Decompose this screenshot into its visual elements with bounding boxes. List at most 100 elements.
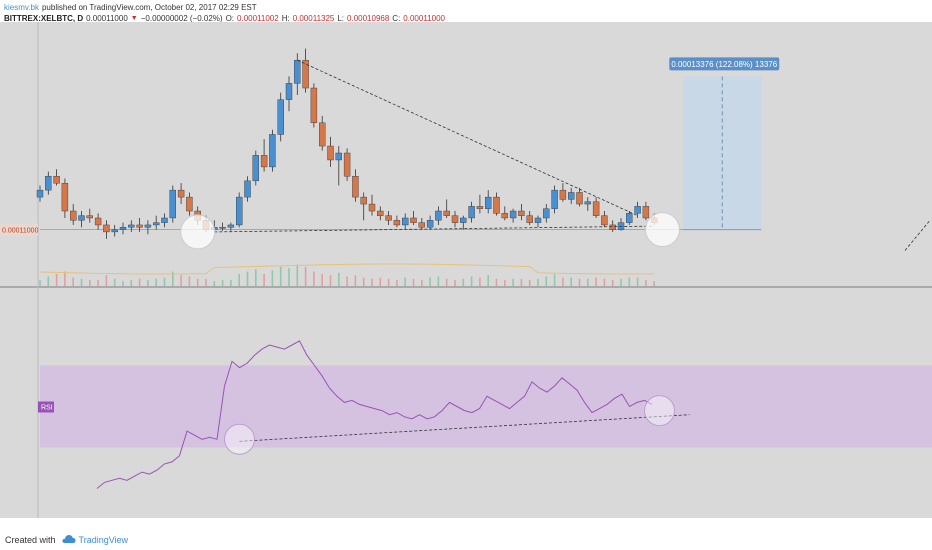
candle-body <box>161 217 168 223</box>
target-label-box <box>669 57 780 71</box>
candle <box>227 222 235 231</box>
candle <box>69 204 77 225</box>
price-pane-background <box>0 22 932 286</box>
volume-bar <box>205 278 207 286</box>
candle-body <box>61 182 69 212</box>
volume-bar <box>620 278 622 286</box>
volume-bar <box>89 280 91 286</box>
ohlc-line: BITTREX:XELBTC, D 0.00011000 ▼ −0.000000… <box>4 13 924 24</box>
candle-body <box>302 59 309 89</box>
candle-body <box>45 176 52 191</box>
candle <box>161 213 168 228</box>
candle-body <box>626 213 633 223</box>
candle-body <box>260 155 268 168</box>
candle <box>343 148 351 181</box>
candle <box>609 220 616 232</box>
volume-bar <box>180 275 182 286</box>
volume-bar <box>628 277 631 286</box>
volume-bar <box>603 278 606 286</box>
candle <box>634 201 641 218</box>
candle-body <box>277 99 284 135</box>
highlight-circle <box>645 212 680 248</box>
candle <box>526 211 533 225</box>
candle <box>144 220 152 235</box>
candle-body <box>493 196 500 214</box>
candle-body <box>543 208 550 219</box>
rsi-highlight-circle <box>224 423 255 455</box>
footer: Created with TradingView <box>0 530 932 550</box>
candle <box>543 204 550 223</box>
candle <box>61 178 69 218</box>
candle <box>393 215 401 228</box>
candle-body <box>53 176 60 184</box>
volume-bar <box>470 276 473 286</box>
candle-body <box>534 217 542 223</box>
volume-bar <box>479 277 481 286</box>
volume-bar <box>421 280 423 286</box>
high-label: H: <box>281 14 290 23</box>
candle <box>53 169 60 186</box>
candle-body <box>509 210 517 219</box>
candle <box>319 115 326 151</box>
tradingview-brand[interactable]: TradingView <box>78 535 129 545</box>
volume-bar <box>296 264 299 286</box>
candle <box>335 146 342 186</box>
volume-bar <box>304 266 307 286</box>
candle-body <box>352 176 359 198</box>
candle-body <box>642 206 650 219</box>
candle-body <box>559 189 567 200</box>
volume-bar <box>537 278 539 286</box>
volume-bar <box>313 271 315 286</box>
candle <box>119 222 127 235</box>
candle <box>435 206 442 225</box>
candle <box>402 213 409 230</box>
volume-bar <box>512 278 514 286</box>
candle-body <box>152 222 160 226</box>
volume-bar <box>387 278 390 286</box>
candle <box>576 187 583 207</box>
candle-body <box>294 59 301 84</box>
candle-body <box>601 215 608 226</box>
candle-body <box>94 217 102 226</box>
volume-bar <box>371 278 373 286</box>
candle-body <box>227 224 235 228</box>
candle-body <box>327 145 334 161</box>
candle <box>584 197 591 212</box>
candle <box>252 150 260 186</box>
rsi-highlight-circle <box>644 395 675 427</box>
candle <box>385 211 392 225</box>
volume-bar <box>80 278 83 286</box>
volume-bar <box>354 275 357 286</box>
volume-bar <box>338 272 340 286</box>
volume-bar <box>329 275 332 286</box>
author-link[interactable]: kiesmv.bk <box>4 3 39 12</box>
candle-body <box>310 87 318 124</box>
symbol-label: BITTREX:XELBTC, D <box>4 14 84 23</box>
candle-body <box>335 152 342 161</box>
candle <box>410 211 417 225</box>
candle-body <box>518 210 525 216</box>
volume-bar <box>379 277 382 286</box>
candle <box>327 136 334 167</box>
volume-bar <box>271 270 274 286</box>
candle <box>493 192 500 216</box>
candle-body <box>235 196 243 226</box>
high-value: 0.00011325 <box>292 14 335 23</box>
candle-body <box>360 196 367 205</box>
volume-bar <box>504 280 506 286</box>
candle-body <box>410 217 417 223</box>
candle <box>152 215 160 230</box>
candle <box>443 199 450 218</box>
volume-bar <box>246 271 249 286</box>
candle <box>418 217 425 230</box>
candle <box>601 211 608 228</box>
volume-bar <box>445 278 448 286</box>
volume-bar <box>147 280 149 286</box>
candle <box>260 139 268 172</box>
volume-bar <box>653 281 655 286</box>
price-and-rsi-chart[interactable]: 0.00013376 (122.08%) 13376 0.00011000 RSI <box>0 22 932 518</box>
volume-ma-line <box>39 263 655 275</box>
volume-bar <box>238 274 240 286</box>
tradingview-cloud-icon[interactable] <box>61 534 76 546</box>
open-label: O: <box>225 14 235 23</box>
